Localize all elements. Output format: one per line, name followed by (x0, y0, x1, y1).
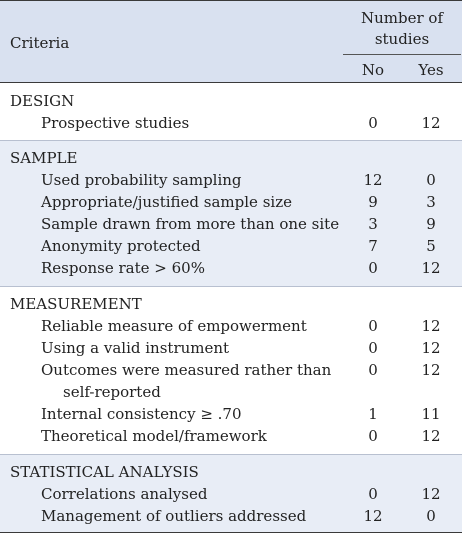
row-label: Prospective studies (41, 114, 190, 132)
header-yes: Yes (418, 61, 444, 79)
section-divider (0, 286, 462, 287)
row-label: Correlations analysed (41, 485, 208, 503)
section-measurement: MEASUREMENT Reliable measure of empowerm… (0, 287, 462, 454)
value-yes: 12 (421, 485, 441, 503)
value-yes: 9 (426, 215, 436, 233)
header-criteria: Criteria (10, 34, 70, 52)
section-title: STATISTICAL ANALYSIS (10, 463, 199, 481)
value-no: 1 (368, 405, 378, 423)
value-yes: 12 (421, 339, 441, 357)
section-design: DESIGN Prospective studies 0 12 (0, 83, 462, 140)
section-sample: SAMPLE Used probability sampling 12 0 Ap… (0, 141, 462, 286)
bottom-rule (0, 532, 462, 533)
value-no: 0 (368, 339, 378, 357)
row-label-line1: Outcomes were measured rather than (41, 361, 332, 379)
row-label: Used probability sampling (41, 171, 242, 189)
table-row: Outcomes were measured rather than self-… (0, 359, 462, 403)
value-no: 0 (368, 485, 378, 503)
table-header: Criteria Number of studies No Yes (0, 1, 462, 82)
value-no: 0 (368, 317, 378, 335)
value-no: 0 (368, 361, 378, 379)
row-label: Internal consistency ≥ .70 (41, 405, 242, 423)
header-number-of-studies: Number of studies (343, 8, 461, 50)
row-label: Management of outliers addressed (41, 507, 307, 525)
section-statistical-analysis: STATISTICAL ANALYSIS Correlations analys… (0, 455, 462, 532)
header-subrule (343, 54, 461, 55)
section-divider (0, 454, 462, 455)
section-title: DESIGN (10, 92, 75, 110)
value-no: 12 (363, 171, 383, 189)
header-group-line1: Number of (360, 9, 443, 27)
value-no: 0 (368, 259, 378, 277)
value-yes: 12 (421, 259, 441, 277)
row-label: Outcomes were measured rather than self-… (41, 359, 341, 403)
value-yes: 12 (421, 317, 441, 335)
value-no: 0 (368, 427, 378, 445)
section-title: SAMPLE (10, 149, 78, 167)
row-label: Sample drawn from more than one site (41, 215, 340, 233)
row-label-line2: self-reported (63, 383, 161, 401)
value-yes: 0 (426, 171, 436, 189)
value-no: 9 (368, 193, 378, 211)
value-no: 7 (368, 237, 378, 255)
row-label: Using a valid instrument (41, 339, 230, 357)
section-divider (0, 140, 462, 141)
header-bottom-rule (0, 82, 462, 83)
row-label: Appropriate/justified sample size (41, 193, 292, 211)
value-yes: 0 (426, 507, 436, 525)
value-no: 12 (363, 507, 383, 525)
section-title: MEASUREMENT (10, 295, 142, 313)
row-label: Response rate > 60% (41, 259, 205, 277)
row-label: Reliable measure of empowerment (41, 317, 307, 335)
value-no: 0 (368, 114, 378, 132)
row-label: Anonymity protected (41, 237, 201, 255)
header-no: No (361, 61, 385, 79)
value-no: 3 (368, 215, 378, 233)
value-yes: 12 (421, 427, 441, 445)
value-yes: 11 (421, 405, 441, 423)
value-yes: 3 (426, 193, 436, 211)
value-yes: 12 (421, 114, 441, 132)
value-yes: 5 (426, 237, 436, 255)
value-yes: 12 (421, 361, 441, 379)
header-group-line2: studies (374, 30, 430, 48)
row-label: Theoretical model/framework (41, 427, 267, 445)
top-rule (0, 0, 462, 1)
